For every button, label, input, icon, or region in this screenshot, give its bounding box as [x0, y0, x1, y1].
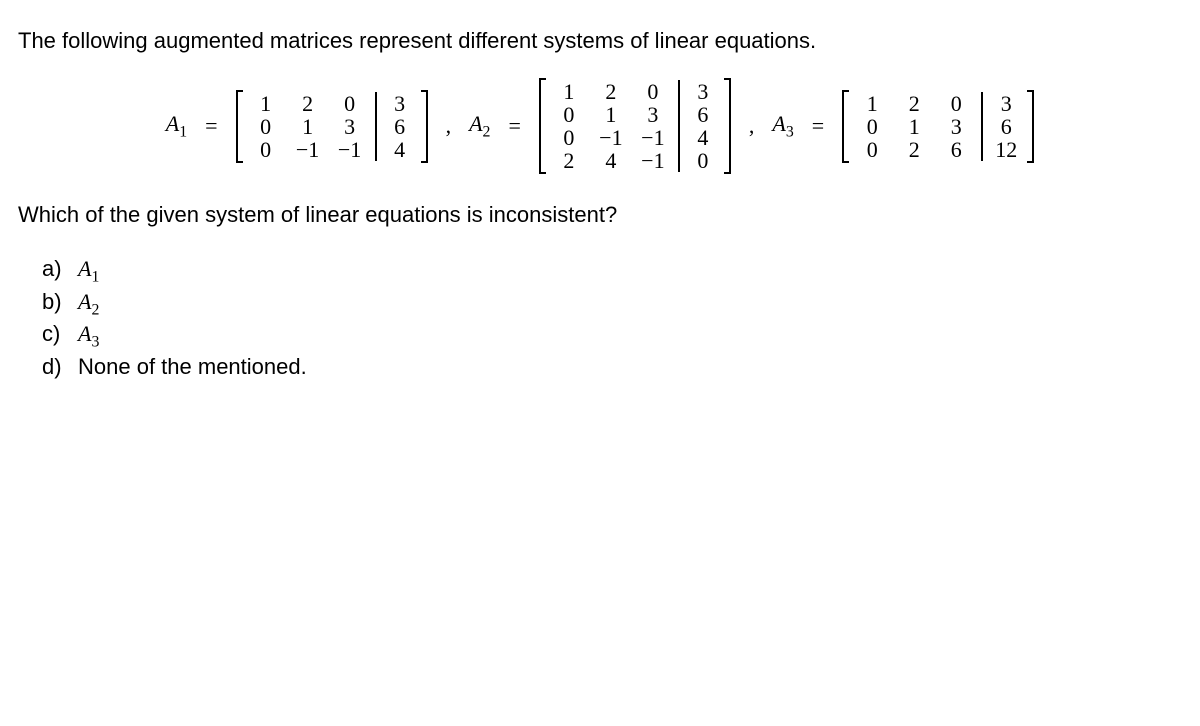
matrix-cell: 2 — [590, 80, 632, 103]
matrix-cell-aug: 6 — [678, 103, 722, 126]
matrix-label-a2: A2 — [469, 111, 490, 141]
matrix-cell: −1 — [632, 149, 674, 172]
matrix-cell: 0 — [548, 103, 590, 126]
option-c: c) A3 — [42, 321, 1182, 351]
matrix-cell: 0 — [851, 138, 893, 161]
matrix-label-a1: A1 — [166, 111, 187, 141]
option-b: b) A2 — [42, 289, 1182, 319]
matrix-cell: 1 — [287, 115, 329, 138]
matrix-cell: 0 — [245, 138, 287, 161]
matrix-cell: 1 — [893, 115, 935, 138]
matrix-cell: 0 — [245, 115, 287, 138]
matrix-cell: 2 — [893, 92, 935, 115]
matrix-a2: 1 2 0 3 0 1 3 6 0 −1 −1 4 2 4 −1 0 — [539, 78, 731, 174]
matrix-cell: 2 — [893, 138, 935, 161]
matrix-cell-aug: 12 — [981, 138, 1025, 161]
matrix-cell: 1 — [590, 103, 632, 126]
matrix-cell: 3 — [935, 115, 977, 138]
matrix-cell-aug: 6 — [981, 115, 1025, 138]
matrix-cell-aug: 6 — [375, 115, 419, 138]
matrix-cell: 0 — [632, 80, 674, 103]
matrix-cell: 3 — [632, 103, 674, 126]
matrix-cell-aug: 0 — [678, 149, 722, 172]
option-letter: c) — [42, 321, 64, 351]
answer-options: a) A1 b) A2 c) A3 d) None of the mention… — [18, 256, 1182, 379]
option-body: A2 — [78, 289, 99, 319]
option-a: a) A1 — [42, 256, 1182, 286]
matrix-a3: 1 2 0 3 0 1 3 6 0 2 6 12 — [842, 90, 1034, 163]
matrix-label-a3: A3 — [772, 111, 793, 141]
option-body: A1 — [78, 256, 99, 286]
option-d: d) None of the mentioned. — [42, 354, 1182, 380]
matrix-cell: 0 — [329, 92, 371, 115]
option-body: None of the mentioned. — [78, 354, 307, 380]
matrix-cell: 1 — [548, 80, 590, 103]
equals-sign: = — [508, 113, 520, 139]
equals-sign: = — [812, 113, 824, 139]
matrix-cell-aug: 3 — [678, 80, 722, 103]
matrix-cell-aug: 3 — [981, 92, 1025, 115]
matrix-cell-aug: 4 — [375, 138, 419, 161]
matrix-cell: 0 — [935, 92, 977, 115]
option-letter: d) — [42, 354, 64, 380]
question-text: Which of the given system of linear equa… — [18, 202, 1182, 228]
matrix-cell: 1 — [245, 92, 287, 115]
equals-sign: = — [205, 113, 217, 139]
matrix-cell: 6 — [935, 138, 977, 161]
matrix-cell: 0 — [851, 115, 893, 138]
comma-separator: , — [749, 113, 755, 139]
matrix-cell: 1 — [851, 92, 893, 115]
matrix-cell: 2 — [548, 149, 590, 172]
matrix-cell: 2 — [287, 92, 329, 115]
matrix-cell: −1 — [329, 138, 371, 161]
matrix-cell-aug: 4 — [678, 126, 722, 149]
option-letter: b) — [42, 289, 64, 319]
matrix-cell: 3 — [329, 115, 371, 138]
matrix-cell: 4 — [590, 149, 632, 172]
comma-separator: , — [446, 113, 452, 139]
intro-text: The following augmented matrices represe… — [18, 28, 1182, 54]
option-body: A3 — [78, 321, 99, 351]
matrix-a1: 1 2 0 3 0 1 3 6 0 −1 −1 4 — [236, 90, 428, 163]
matrix-cell: −1 — [287, 138, 329, 161]
option-letter: a) — [42, 256, 64, 286]
matrix-cell: −1 — [632, 126, 674, 149]
matrix-cell: 0 — [548, 126, 590, 149]
matrices-row: A1 = 1 2 0 3 0 1 3 6 0 −1 −1 4 , — [18, 78, 1182, 174]
matrix-cell: −1 — [590, 126, 632, 149]
matrix-cell-aug: 3 — [375, 92, 419, 115]
